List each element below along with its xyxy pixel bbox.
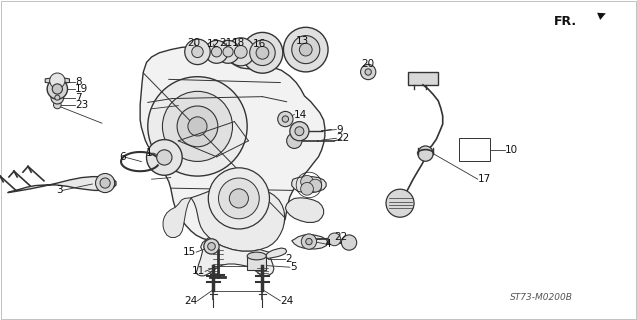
Polygon shape <box>140 46 325 243</box>
Circle shape <box>301 234 317 249</box>
Text: 9: 9 <box>336 124 343 135</box>
Circle shape <box>234 45 247 58</box>
Circle shape <box>51 91 64 104</box>
Polygon shape <box>285 198 324 222</box>
Circle shape <box>211 47 222 57</box>
Polygon shape <box>8 177 116 193</box>
Circle shape <box>223 47 233 57</box>
Text: 10: 10 <box>505 145 518 155</box>
Polygon shape <box>45 77 69 84</box>
Bar <box>247 256 266 270</box>
Circle shape <box>301 175 313 188</box>
Circle shape <box>100 178 110 188</box>
Text: 17: 17 <box>478 174 491 184</box>
Text: FR.: FR. <box>554 15 577 28</box>
Text: 7: 7 <box>75 92 82 103</box>
Circle shape <box>50 73 65 88</box>
Text: 24: 24 <box>184 296 197 306</box>
Circle shape <box>229 189 248 208</box>
Text: 19: 19 <box>75 84 89 94</box>
Text: 12: 12 <box>207 39 220 49</box>
Polygon shape <box>163 198 191 237</box>
Text: 3: 3 <box>56 185 62 196</box>
Text: 20: 20 <box>188 38 201 48</box>
Circle shape <box>418 146 433 161</box>
Circle shape <box>301 182 313 195</box>
Polygon shape <box>196 237 274 276</box>
Text: 2: 2 <box>285 253 292 264</box>
Circle shape <box>177 106 218 147</box>
Ellipse shape <box>247 252 266 260</box>
Text: 14: 14 <box>294 109 308 120</box>
Circle shape <box>185 39 210 65</box>
Text: 21: 21 <box>220 38 233 48</box>
Circle shape <box>208 168 269 229</box>
Circle shape <box>208 243 215 250</box>
Circle shape <box>256 46 269 59</box>
Text: 23: 23 <box>75 100 89 110</box>
Circle shape <box>278 111 293 127</box>
Polygon shape <box>292 234 328 249</box>
Circle shape <box>188 117 207 136</box>
Circle shape <box>218 178 259 219</box>
Circle shape <box>328 233 341 246</box>
Circle shape <box>282 116 289 122</box>
Circle shape <box>54 101 61 109</box>
Text: 22: 22 <box>336 133 350 143</box>
Circle shape <box>299 43 312 56</box>
Text: 11: 11 <box>192 266 205 276</box>
Polygon shape <box>47 86 68 92</box>
Circle shape <box>341 235 357 250</box>
Circle shape <box>157 150 172 165</box>
Circle shape <box>47 79 68 99</box>
Circle shape <box>148 77 247 176</box>
Text: 16: 16 <box>254 39 266 49</box>
Bar <box>408 72 438 85</box>
Text: 4: 4 <box>325 239 331 249</box>
Circle shape <box>306 238 312 245</box>
Circle shape <box>295 127 304 136</box>
Circle shape <box>162 92 233 161</box>
Text: 6: 6 <box>120 152 126 163</box>
Bar <box>459 138 490 161</box>
Circle shape <box>386 189 414 217</box>
Circle shape <box>227 38 255 66</box>
Circle shape <box>96 173 115 193</box>
Circle shape <box>292 36 320 64</box>
Polygon shape <box>292 177 326 193</box>
Circle shape <box>250 40 275 66</box>
Circle shape <box>283 27 328 72</box>
Circle shape <box>365 69 371 75</box>
Text: 22: 22 <box>334 232 348 243</box>
Polygon shape <box>191 186 285 251</box>
Circle shape <box>290 122 309 141</box>
Text: 24: 24 <box>280 296 294 306</box>
Text: ST73-M0200B: ST73-M0200B <box>510 293 573 302</box>
Text: 5: 5 <box>290 262 296 272</box>
Circle shape <box>242 32 283 73</box>
Text: 18: 18 <box>233 38 245 48</box>
Circle shape <box>147 140 182 175</box>
Text: 15: 15 <box>183 247 196 257</box>
Circle shape <box>204 239 219 254</box>
Text: 20: 20 <box>362 59 375 69</box>
Text: 8: 8 <box>75 76 82 87</box>
Circle shape <box>217 40 240 63</box>
Circle shape <box>192 46 203 58</box>
Circle shape <box>55 95 60 100</box>
Text: 13: 13 <box>296 36 309 46</box>
Circle shape <box>52 84 62 94</box>
Circle shape <box>205 40 228 63</box>
Text: 1: 1 <box>147 148 153 158</box>
Circle shape <box>361 64 376 80</box>
Circle shape <box>287 133 302 148</box>
Polygon shape <box>266 248 287 259</box>
Circle shape <box>309 179 322 192</box>
